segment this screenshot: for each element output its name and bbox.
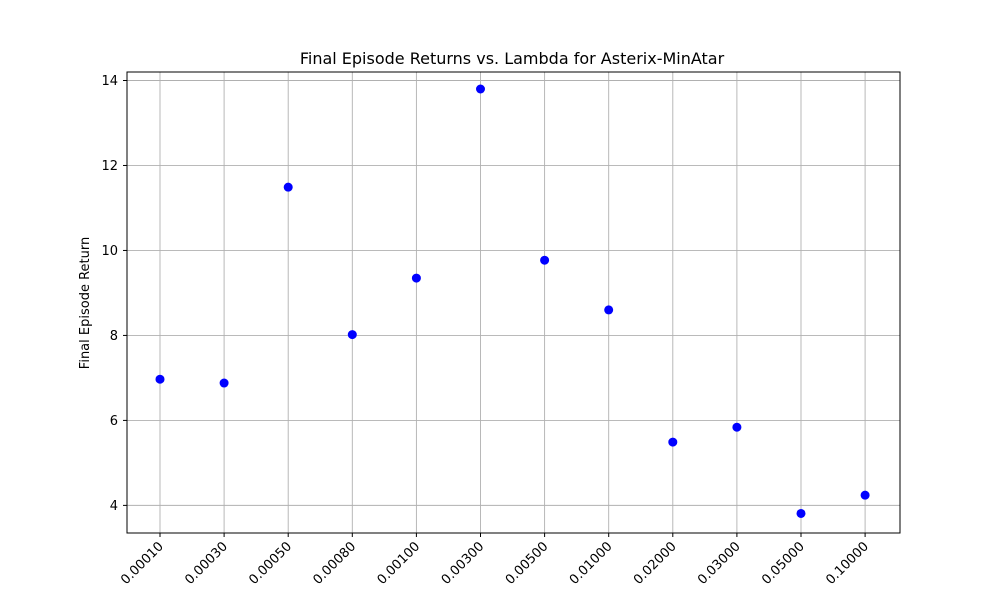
x-tick-label: 0.00030 — [182, 539, 231, 588]
x-tick-label: 0.00100 — [375, 539, 424, 588]
data-point — [796, 508, 806, 518]
grid-lines — [127, 72, 900, 533]
data-point — [540, 255, 550, 265]
data-point — [604, 305, 614, 315]
data-points — [155, 84, 870, 518]
data-point — [219, 378, 229, 388]
plot-area-frame — [126, 71, 901, 534]
y-tick-label: 8 — [110, 329, 118, 344]
data-point — [155, 374, 165, 384]
data-point — [347, 330, 357, 340]
y-tick-label: 14 — [101, 74, 118, 89]
x-tick-label: 0.05000 — [759, 539, 808, 588]
data-point — [411, 273, 421, 283]
chart-title: Final Episode Returns vs. Lambda for Ast… — [300, 49, 725, 68]
data-point — [860, 490, 870, 500]
x-tick-label: 0.00050 — [246, 539, 295, 588]
y-tick-label: 4 — [110, 499, 118, 514]
y-axis-ticks: 4 6 8 10 12 14 — [101, 74, 127, 514]
y-axis-label: Final Episode Return — [78, 237, 93, 369]
data-point — [476, 84, 485, 94]
y-tick-label: 6 — [110, 414, 118, 429]
x-tick-label: 0.01000 — [567, 539, 616, 588]
x-tick-label: 0.10000 — [823, 539, 872, 588]
data-point — [732, 422, 742, 432]
x-tick-label: 0.03000 — [695, 539, 744, 588]
x-axis-ticks: 0.00010 0.00030 0.00050 0.00080 0.00100 0.003… — [118, 533, 872, 588]
y-tick-label: 10 — [101, 244, 118, 259]
data-point — [668, 437, 678, 447]
x-tick-label: 0.00080 — [311, 539, 360, 588]
data-point — [283, 182, 293, 192]
x-tick-label: 0.00010 — [118, 539, 167, 588]
x-tick-label: 0.00300 — [439, 539, 488, 588]
x-tick-label: 0.02000 — [631, 539, 680, 588]
y-tick-label: 12 — [101, 159, 118, 174]
x-tick-label: 0.00500 — [503, 539, 552, 588]
